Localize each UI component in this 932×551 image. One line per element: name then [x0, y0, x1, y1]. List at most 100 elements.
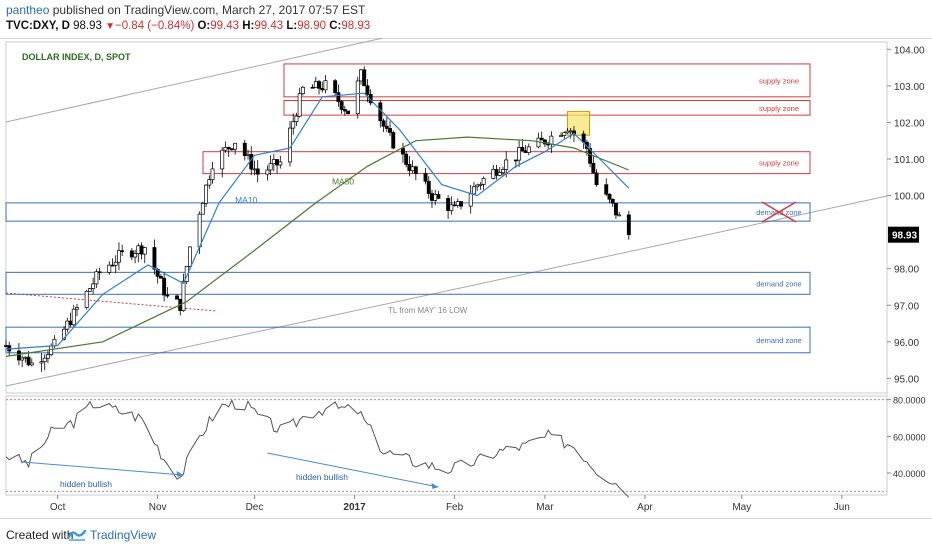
supply-zone-box [283, 100, 811, 116]
close-value: 98.93 [341, 20, 371, 32]
candle-body [513, 159, 518, 162]
ma10-line [5, 92, 630, 350]
candle-body [229, 148, 234, 151]
candle-body [107, 264, 112, 273]
candle-body [359, 69, 363, 82]
time-tick-label: Feb [446, 502, 464, 513]
candle-body [310, 86, 315, 89]
chart-header: pantheo published on TradingView.com, Ma… [0, 0, 932, 39]
candle-body [542, 139, 547, 145]
supply-zone-label: supply zone [759, 76, 799, 85]
candle-body [410, 166, 415, 172]
candle-body [455, 201, 460, 206]
candle-body [339, 101, 344, 110]
candle-body [568, 130, 573, 133]
hidden-bullish-label: hidden bullish [60, 479, 112, 489]
candle-body [129, 250, 134, 258]
candle-body [187, 246, 192, 267]
demand-zone-box [5, 202, 811, 222]
candle-body [468, 193, 473, 207]
candle-body [271, 159, 276, 165]
time-tick-label: Dec [246, 502, 264, 513]
oscillator-line [5, 399, 630, 498]
last-price-badge [888, 226, 919, 243]
hidden-bullish-label: hidden bullish [296, 472, 348, 482]
published-text: published on TradingView.com, March 27, … [52, 3, 366, 17]
candle-body [520, 147, 525, 152]
price-chart[interactable]: 104.00 103.00 102.00 101.00 100.00 98.00 97.00… [0, 38, 932, 518]
candle-body [233, 142, 238, 150]
candle-body [136, 245, 141, 254]
arrowhead-icon [176, 471, 184, 477]
tradingview-brand-link[interactable]: TradingView [90, 528, 157, 542]
candle-body [65, 320, 70, 330]
oscillator-pane-frame [5, 395, 888, 496]
candle-body [333, 80, 338, 93]
candle-body [452, 204, 457, 207]
candle-body [388, 128, 392, 133]
last-price: 98.93 [73, 20, 102, 32]
price-change: −0.84 (−0.84%) [115, 20, 195, 32]
candle-body [158, 276, 163, 279]
candle-body [391, 132, 396, 149]
candle-body [449, 204, 454, 211]
candle-body [459, 201, 463, 207]
candle-body [384, 125, 389, 129]
candle-body [255, 168, 260, 175]
candle-body [526, 146, 531, 153]
candle-body [204, 184, 209, 204]
candle-body [23, 356, 28, 359]
close-label: C: [329, 20, 342, 32]
open-value: 99.43 [210, 20, 240, 32]
candle-body [591, 162, 596, 174]
publisher-link[interactable]: pantheo [6, 3, 50, 17]
candle-body [323, 80, 328, 91]
last-price-label: 98.93 [892, 231, 917, 242]
chart-title: DOLLAR INDEX, D, SPOT [22, 52, 131, 62]
candle-body [94, 271, 99, 285]
candle-body [16, 350, 21, 361]
hidden-bullish-arrow [267, 452, 439, 488]
demand-zone-label: demand zone [756, 336, 801, 345]
time-tick-label: May [732, 502, 751, 513]
candle-body [200, 202, 205, 215]
candle-body [475, 184, 480, 188]
oscillator-tick-label: 80.0000 [893, 396, 926, 406]
high-value: 99.43 [254, 20, 284, 32]
candle-body [120, 250, 125, 253]
candle-body [362, 69, 367, 87]
lower-trendline [5, 195, 888, 387]
candle-body [97, 271, 102, 274]
candle-body [426, 180, 431, 194]
candle-body [559, 135, 564, 137]
candle-body [346, 110, 351, 114]
candle-body [268, 163, 273, 171]
dotted-red-line [5, 292, 217, 312]
publish-info: pantheo published on TradingView.com, Ma… [6, 3, 365, 17]
candle-body [588, 148, 593, 164]
ma10-label: MA10 [235, 195, 257, 205]
candle-body [430, 193, 434, 201]
candle-body [626, 214, 631, 236]
candle-body [162, 277, 167, 296]
candle-body [20, 357, 25, 361]
candle-body [42, 357, 47, 363]
candle-body [413, 166, 418, 174]
price-tick-label: 95.00 [894, 374, 919, 385]
candle-body [617, 214, 622, 217]
candle-body [549, 135, 554, 145]
supply-zone-label: supply zone [759, 104, 799, 113]
low-label: L: [286, 20, 298, 32]
created-with-label: Created with [6, 528, 74, 542]
footer-bar: Created with TradingView [0, 518, 932, 551]
candle-body [139, 245, 144, 255]
price-tick-label: 100.00 [894, 192, 925, 203]
symbol-label[interactable]: TVC:DXY, D [6, 20, 70, 32]
candle-body [62, 328, 67, 340]
candle-body [581, 133, 586, 143]
candle-body [300, 86, 305, 95]
candle-body [71, 308, 76, 326]
price-tick-label: 102.00 [894, 118, 925, 129]
candle-body [207, 179, 212, 186]
candle-body [610, 198, 615, 204]
